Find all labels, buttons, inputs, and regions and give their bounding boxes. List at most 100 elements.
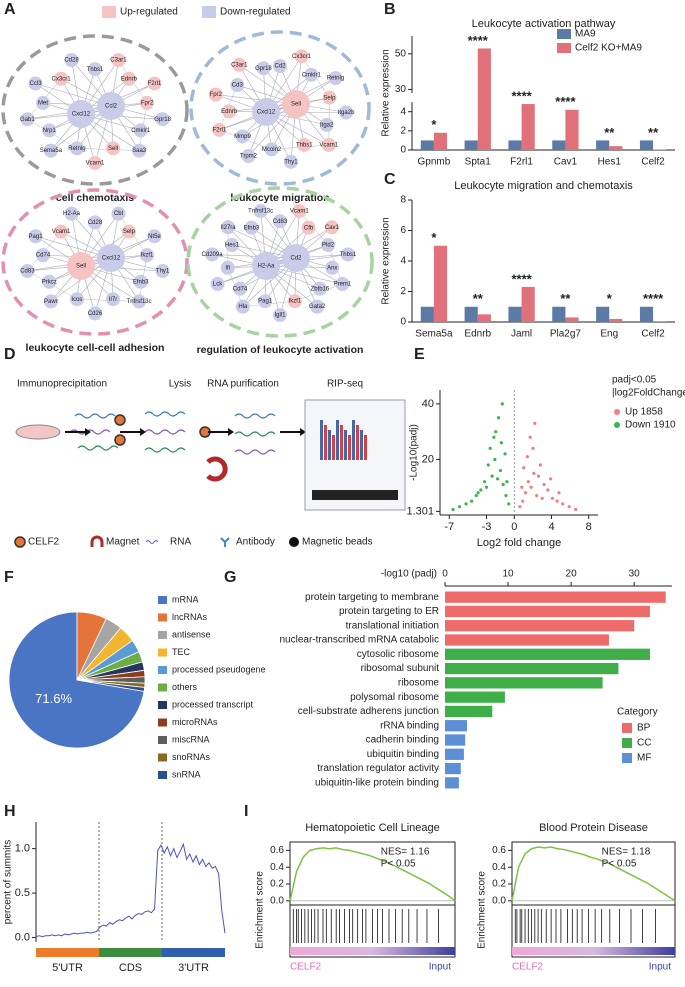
point [486, 463, 490, 467]
node-label: Saa3 [132, 148, 147, 154]
node-label: Thbs1 [296, 143, 313, 149]
node-label: Tnfrsf13c [127, 299, 152, 305]
node [64, 206, 79, 221]
panel-letter: H [4, 803, 16, 820]
legend-swatch [158, 771, 167, 779]
node-label: Ccl3 [30, 81, 43, 87]
node-label: Itga2b [338, 110, 355, 116]
node-label: Thbs1 [340, 252, 357, 258]
bar [445, 648, 650, 660]
node-label: Vcam1 [86, 161, 105, 167]
node [69, 292, 84, 307]
node [297, 137, 312, 152]
legend-swatch [158, 631, 167, 639]
node-label: Fpr2 [141, 100, 154, 106]
node [132, 143, 147, 158]
term-label: ubiquitin-like protein binding [315, 777, 439, 788]
legend-swatch [622, 738, 632, 748]
node [106, 292, 121, 307]
node-label: Fpr2 [210, 92, 223, 98]
panel-letter: B [384, 1, 396, 18]
legend-swatch [557, 43, 571, 53]
bar [445, 734, 466, 746]
es-curve [511, 846, 676, 902]
node [43, 143, 58, 158]
rna-icon [234, 413, 276, 419]
panel-letter: A [4, 1, 16, 18]
node-label: Cxcl12 [102, 256, 121, 262]
y-axis-label: -Log10(padj) [409, 424, 420, 481]
node [111, 53, 126, 68]
node [88, 156, 102, 171]
node [208, 87, 223, 102]
node [301, 220, 316, 235]
ripseq-bar [352, 420, 355, 460]
point [470, 499, 474, 503]
annotation: P< 0.05 [602, 859, 637, 870]
point [505, 480, 509, 484]
network-title: cell chemotaxis [56, 192, 134, 204]
bar [445, 748, 464, 760]
node-label: Retnlg [68, 146, 85, 152]
rna-icon [144, 429, 186, 435]
node-label: Mcoln2 [262, 147, 282, 153]
legend-swatch [158, 683, 167, 692]
node [324, 220, 339, 235]
region-label: CDS [119, 962, 142, 974]
point [490, 474, 494, 478]
ripseq-bar [324, 425, 327, 460]
node-label: Prkcz [42, 279, 57, 285]
node [339, 105, 354, 120]
bar [521, 104, 535, 150]
legend-swatch [622, 723, 632, 733]
slice-label: 71.6% [35, 691, 72, 706]
node-label: Thbs1 [87, 67, 104, 73]
bar [521, 286, 535, 322]
term-label: protein targeting to membrane [305, 592, 439, 603]
network-title: leukocyte migration [230, 192, 329, 204]
region-bar [162, 948, 225, 957]
node-label: Pawr [44, 299, 58, 305]
legend-bead [289, 537, 299, 547]
point [457, 505, 462, 509]
node-label: Itga2 [320, 122, 334, 128]
region-bar [36, 948, 99, 957]
node [36, 95, 51, 110]
node [54, 71, 69, 86]
legend-label: Celf2 KO+MA9 [575, 43, 642, 54]
node [235, 299, 250, 314]
legend-dot [614, 409, 620, 415]
node [67, 100, 95, 128]
point [542, 482, 546, 487]
legend-swatch [158, 613, 167, 622]
node [133, 123, 148, 138]
x-tick-label: Sema5a [415, 329, 453, 340]
legend-rna [145, 540, 159, 544]
bar [445, 677, 603, 689]
bar [420, 306, 434, 322]
node [42, 123, 57, 138]
node-label: Cd28 [64, 58, 79, 64]
node-label: Pld2 [322, 243, 335, 249]
node [210, 277, 225, 292]
node [310, 299, 325, 314]
node [20, 263, 35, 278]
chart-title: Leukocyte migration and chemotaxis [454, 180, 633, 192]
x-tick-label: Celf2 [641, 157, 665, 168]
panel-letter: I [244, 803, 248, 820]
node [304, 67, 319, 82]
region-label: 3'UTR [178, 962, 209, 974]
x-tick-label: -7 [444, 521, 454, 533]
point [501, 482, 505, 487]
node [133, 274, 148, 289]
bar [445, 720, 468, 732]
arrow-head [228, 428, 234, 436]
node [139, 95, 154, 110]
legend-label: CELF2 [28, 537, 60, 548]
y-axis-label: percent of summits [3, 840, 14, 924]
node [147, 76, 162, 91]
x-axis-label: -log10 (padj) [381, 569, 437, 580]
term-label: translational initiation [346, 620, 439, 631]
bar [565, 317, 579, 322]
node-label: Mmp9 [234, 134, 251, 140]
